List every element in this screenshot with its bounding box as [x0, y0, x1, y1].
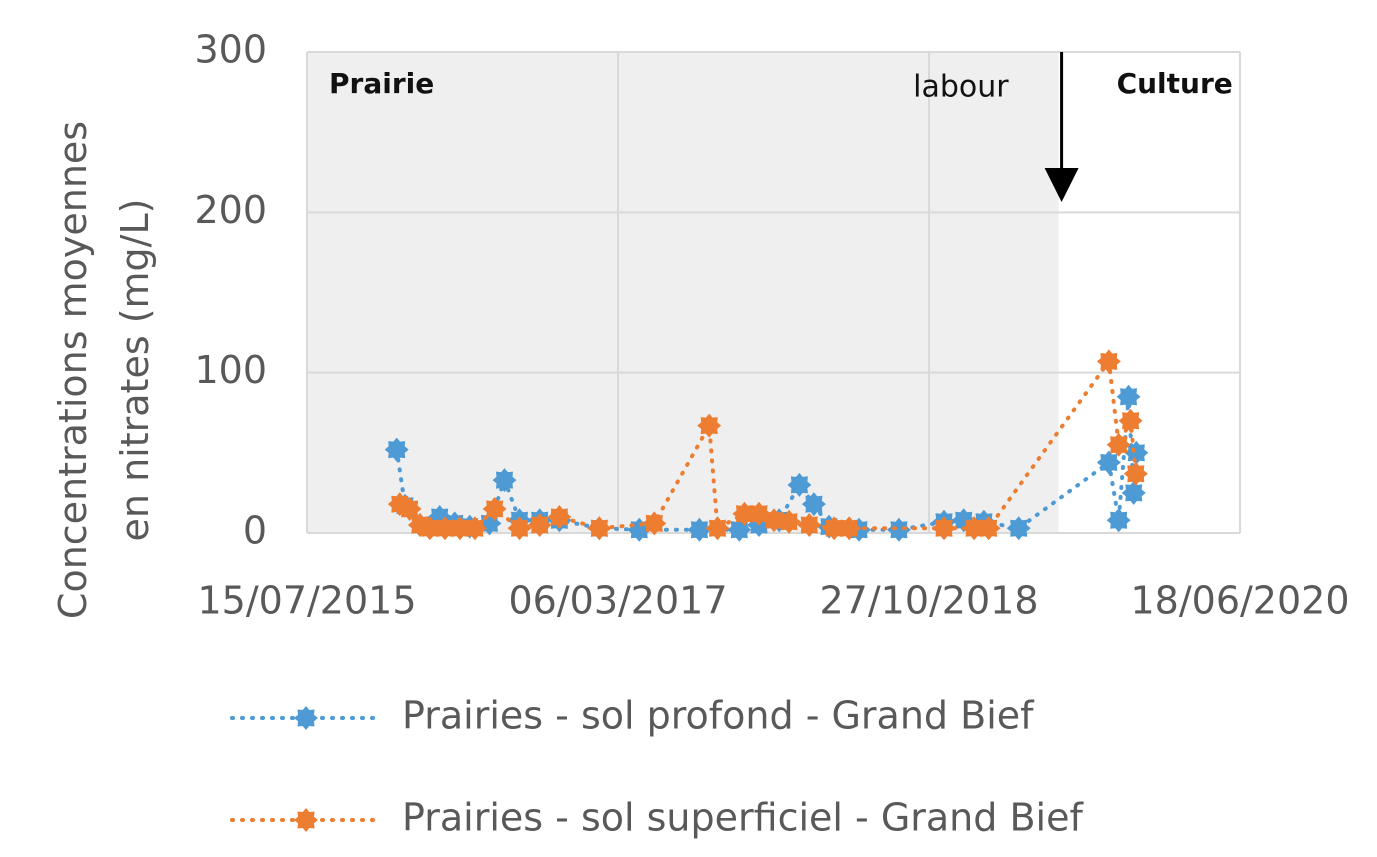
data-point	[417, 516, 442, 541]
y-tick-label: 200	[194, 188, 267, 232]
data-point	[697, 413, 722, 438]
prairie-period	[307, 52, 1059, 533]
data-point	[492, 468, 517, 493]
data-point	[547, 505, 572, 529]
data-point	[777, 509, 802, 534]
data-point	[1124, 440, 1149, 465]
data-point	[762, 508, 786, 533]
data-point	[384, 437, 409, 462]
annotation: Culture	[1117, 67, 1233, 100]
legend-marker	[294, 706, 318, 730]
data-point	[527, 513, 552, 537]
y-axis-label-line: Concentrations moyennes	[51, 121, 95, 619]
annotation: Prairie	[329, 67, 434, 100]
annotation: labour	[913, 70, 1009, 105]
data-point	[732, 501, 757, 526]
data-point	[822, 516, 847, 541]
x-tick-label: 18/06/2020	[1130, 579, 1349, 623]
data-point	[705, 516, 730, 541]
legend-label: Prairies - sol superficiel - Grand Bief	[402, 796, 1084, 840]
data-point	[1096, 450, 1121, 475]
data-point	[1123, 461, 1148, 486]
data-point	[1116, 384, 1141, 409]
data-point	[1106, 508, 1131, 533]
data-point	[787, 472, 812, 497]
legend-label: Prairies - sol profond - Grand Bief	[402, 694, 1035, 738]
data-point	[801, 492, 826, 517]
x-tick-label: 15/07/2015	[197, 579, 416, 623]
data-point	[462, 516, 487, 541]
x-tick-label: 27/10/2018	[819, 579, 1038, 623]
x-tick-label: 06/03/2017	[508, 579, 727, 623]
data-point	[432, 516, 457, 541]
y-axis-label: Concentrations moyennes en nitrates (mg/L…	[51, 121, 157, 619]
data-point	[1118, 408, 1143, 433]
data-point	[1096, 349, 1121, 374]
data-point	[1006, 516, 1031, 541]
data-point	[397, 496, 422, 521]
data-point	[1106, 432, 1131, 457]
data-point	[1121, 480, 1146, 505]
data-point	[797, 513, 822, 537]
data-point	[976, 516, 1001, 541]
data-point	[507, 516, 532, 541]
y-tick-label: 0	[243, 509, 267, 553]
data-point	[482, 496, 507, 521]
y-axis-label-line: en nitrates (mg/L)	[113, 199, 157, 542]
data-point	[642, 511, 667, 536]
y-tick-label: 300	[194, 28, 267, 72]
data-point	[962, 516, 987, 541]
y-tick-label: 100	[194, 348, 267, 392]
annotation-arrowhead	[1044, 168, 1079, 202]
data-point	[447, 516, 472, 541]
data-point	[687, 517, 712, 542]
legend-marker	[294, 808, 318, 832]
data-point	[886, 517, 911, 542]
data-point	[837, 516, 862, 541]
data-point	[932, 516, 956, 541]
data-point	[587, 516, 612, 541]
